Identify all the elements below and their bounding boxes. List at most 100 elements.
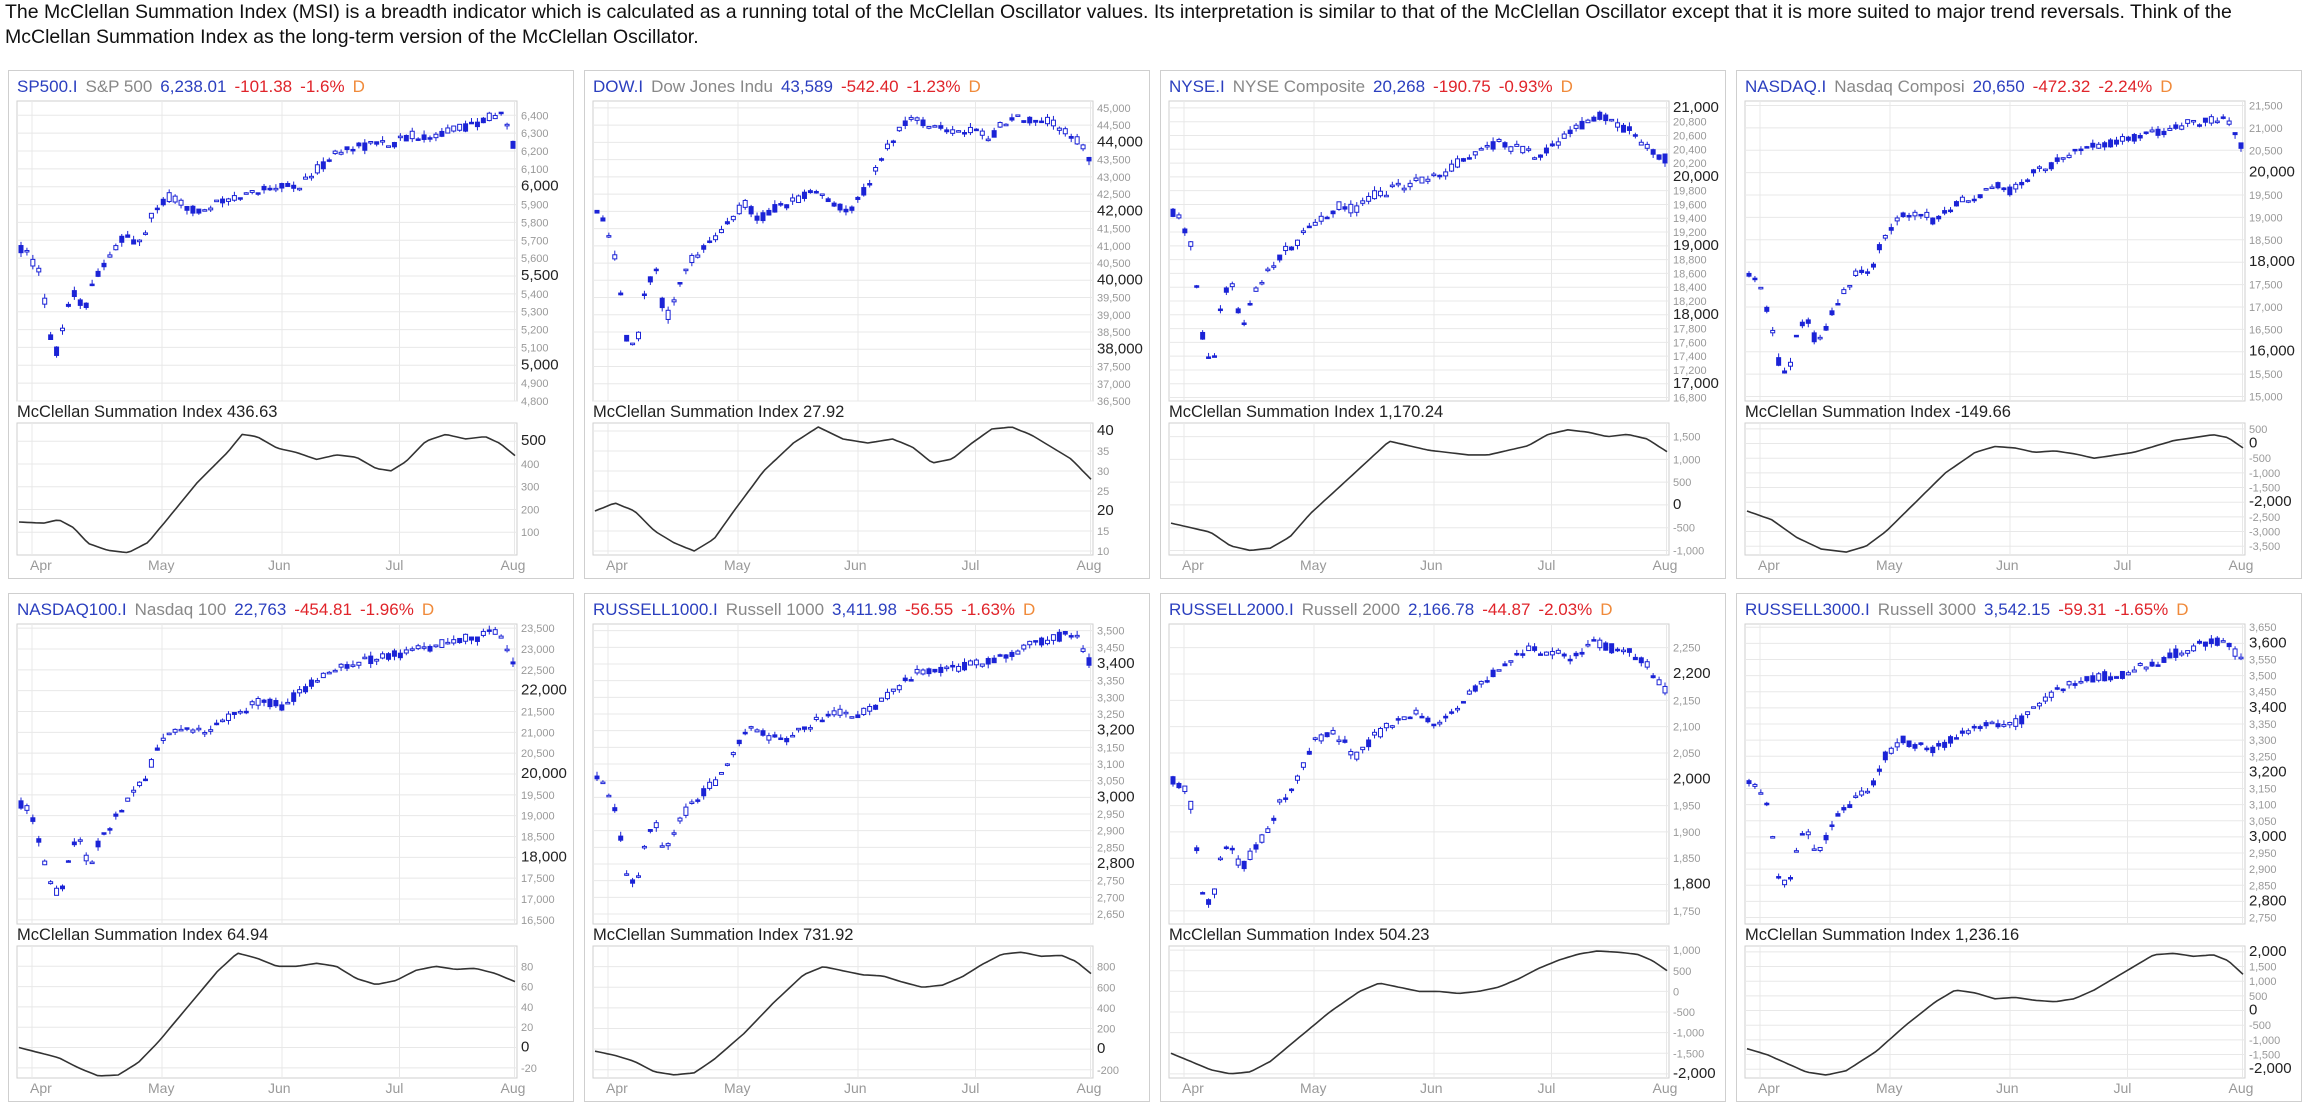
chart-svg: 2,250 2,200 2,150 2,100 2,050 2,000 1,950 1,900…: [1168, 623, 1716, 1096]
candle-body: [612, 807, 618, 812]
ticker-symbol[interactable]: NASDAQ100.I: [17, 600, 127, 619]
candle-body: [825, 198, 831, 203]
candle-body: [1247, 302, 1253, 306]
candle-body: [938, 125, 944, 129]
candle-body: [2096, 673, 2102, 681]
candle-body: [635, 875, 641, 878]
candle-body: [1431, 723, 1437, 727]
candle-body: [1074, 136, 1080, 145]
price-tick-label: 3,200: [1097, 722, 1135, 739]
candle-body: [220, 719, 226, 723]
month-tick-label: May: [1300, 557, 1326, 573]
chart-panel-nyse-i[interactable]: NYSE.I NYSE Composite 20,268 -190.75 -0.93% D…: [1160, 70, 1726, 579]
price-tick-label: 3,200: [2249, 763, 2287, 780]
candle-body: [1009, 651, 1015, 657]
price-tick-label: 18,000: [521, 848, 567, 865]
candle-body: [1395, 718, 1401, 721]
candle-body: [1460, 158, 1466, 162]
ticker-symbol[interactable]: DOW.I: [593, 77, 644, 96]
period-label[interactable]: D: [1600, 600, 1613, 619]
chart-panel-russell3000-i[interactable]: RUSSELL3000.I Russell 3000 3,542.15 -59.31-…: [1736, 593, 2302, 1102]
period-label[interactable]: D: [1560, 77, 1573, 96]
ticker-symbol[interactable]: RUSSELL2000.I: [1169, 600, 1294, 619]
summation-tick-label: 40: [1097, 422, 1114, 439]
price-tick-label: 44,000: [1097, 133, 1143, 150]
price-tick-label: 43,000: [1097, 172, 1131, 184]
period-label[interactable]: D: [2176, 600, 2189, 619]
candle-body: [896, 126, 902, 132]
price-tick-label: 15,000: [2249, 392, 2283, 404]
candle-body: [1870, 780, 1876, 786]
ticker-symbol[interactable]: NASDAQ.I: [1745, 77, 1827, 96]
price-tick-label: 2,700: [1097, 892, 1125, 904]
candle-body: [178, 728, 184, 732]
candle-body: [119, 809, 125, 813]
candle-body: [439, 639, 445, 648]
candle-body: [320, 672, 326, 679]
candle-body: [701, 788, 707, 797]
chart-panel-dow-i[interactable]: DOW.I Dow Jones Indu 43,589 -542.40 -1.23% D M…: [584, 70, 1150, 579]
candle-body: [338, 663, 344, 668]
summation-tick-label: -500: [2249, 1020, 2271, 1032]
candle-body: [1306, 225, 1312, 229]
candle-body: [2031, 169, 2037, 174]
candle-body: [1942, 741, 1948, 748]
candle-body: [956, 665, 962, 672]
candle-body: [65, 303, 71, 307]
price-tick-label: 3,450: [1097, 642, 1125, 654]
candle-body: [2114, 676, 2120, 679]
candle-body: [463, 123, 469, 132]
price-tick-label: 38,500: [1097, 327, 1131, 339]
summation-tick-label: 25: [1097, 486, 1109, 498]
chart-panel-russell1000-i[interactable]: RUSSELL1000.I Russell 1000 3,411.98 -56.55-…: [584, 593, 1150, 1102]
candle-body: [956, 130, 962, 133]
candle-body: [1466, 690, 1472, 695]
ticker-symbol[interactable]: RUSSELL3000.I: [1745, 600, 1870, 619]
ticker-symbol[interactable]: SP500.I: [17, 77, 78, 96]
candle-body: [1865, 790, 1871, 794]
period-label[interactable]: D: [1023, 600, 1036, 619]
candle-body: [1835, 303, 1841, 306]
chart-panel-sp500-i[interactable]: SP500.I S&P 500 6,238.01 -101.38 -1.6% D McCle…: [8, 70, 574, 579]
month-tick-label: Aug: [501, 557, 526, 573]
candle-body: [884, 691, 890, 700]
candle-body: [1770, 836, 1776, 839]
price-tick-label: 17,600: [1673, 337, 1707, 349]
chart-panel-nasdaq-i[interactable]: NASDAQ.I Nasdaq Composi 20,650 -472.32 -2.24…: [1736, 70, 2302, 579]
percent-change: -1.96%: [359, 600, 414, 619]
ticker-symbol[interactable]: NYSE.I: [1169, 77, 1225, 96]
candle-body: [2232, 132, 2238, 136]
candle-body: [831, 202, 837, 207]
index-name: S&P 500: [85, 77, 153, 96]
summation-tick-label: 0: [1673, 986, 1679, 998]
candle-body: [101, 262, 107, 268]
candle-body: [65, 860, 71, 863]
candle-body: [1502, 142, 1508, 148]
summation-tick-label: 10: [1097, 546, 1109, 558]
candle-body: [291, 184, 297, 189]
period-label[interactable]: D: [2160, 77, 2173, 96]
period-label[interactable]: D: [968, 77, 981, 96]
candle-body: [1443, 171, 1449, 177]
candle-body: [624, 334, 630, 342]
candle-body: [1170, 776, 1176, 785]
price-tick-label: 5,700: [521, 235, 549, 247]
summation-line: [1170, 429, 1668, 552]
candle-body: [1776, 357, 1782, 366]
candle-body: [54, 346, 60, 356]
candle-body: [724, 221, 730, 225]
ticker-symbol[interactable]: RUSSELL1000.I: [593, 600, 718, 619]
candle-body: [2220, 640, 2226, 643]
candle-body: [386, 145, 392, 148]
candle-body: [902, 677, 908, 682]
chart-panel-russell2000-i[interactable]: RUSSELL2000.I Russell 2000 2,166.78 -44.87-…: [1160, 593, 1726, 1102]
candle-body: [1478, 680, 1484, 685]
last-price: 20,650: [1972, 77, 2025, 96]
period-label[interactable]: D: [352, 77, 365, 96]
candle-body: [59, 885, 65, 890]
month-tick-label: Apr: [606, 557, 628, 573]
period-label[interactable]: D: [421, 600, 435, 619]
summation-tick-label: 600: [1097, 982, 1115, 994]
chart-panel-nasdaq100-i[interactable]: NASDAQ100.I Nasdaq 100 22,763 -454.81 -1.96%…: [8, 593, 574, 1102]
candle-body: [1609, 643, 1615, 654]
